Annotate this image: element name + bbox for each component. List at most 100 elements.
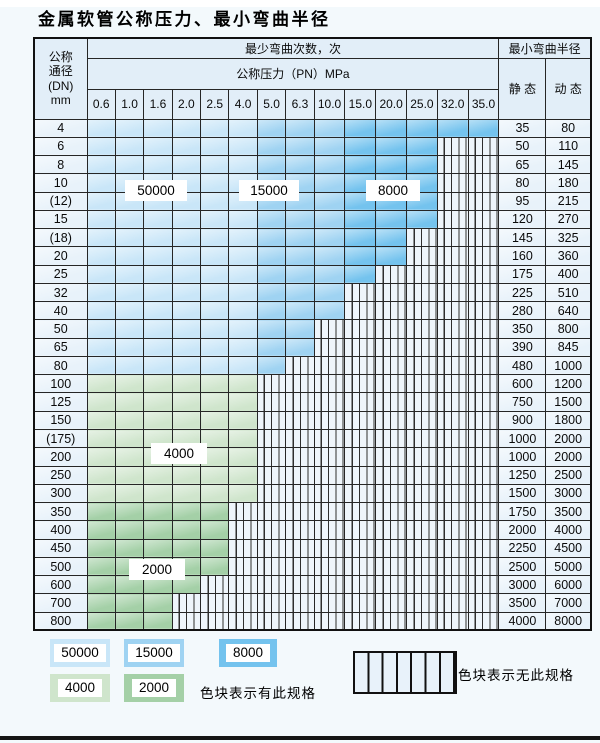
spec-cell	[86, 410, 116, 431]
no-spec-cell	[256, 410, 287, 431]
spec-cell	[143, 410, 173, 431]
spec-cell	[228, 118, 258, 138]
spec-cell	[114, 337, 145, 357]
legend-chip-50000: 50000	[50, 639, 110, 667]
table-row: (12) 95 215	[33, 191, 592, 211]
no-spec-cell	[256, 593, 287, 613]
spec-cell	[171, 502, 202, 522]
no-spec-cell	[436, 556, 469, 577]
spec-cell	[86, 337, 116, 357]
spec-cell	[86, 155, 116, 175]
dn-cell: 800	[33, 611, 88, 631]
spec-cell	[86, 246, 116, 266]
spec-cell	[171, 246, 202, 266]
dynamic-radius-cell: 110	[545, 136, 592, 157]
dynamic-radius-cell: 4500	[545, 538, 592, 558]
no-spec-cell	[200, 593, 230, 613]
no-spec-cell	[406, 319, 438, 339]
spec-cell	[143, 593, 173, 613]
spec-cell	[256, 155, 287, 175]
spec-cell	[406, 209, 438, 230]
spec-cell	[171, 228, 202, 248]
legend-has-spec-text: 色块表示有此规格	[200, 686, 316, 701]
static-radius-cell: 750	[498, 392, 547, 412]
spec-cell	[143, 264, 173, 284]
spec-cell	[171, 392, 202, 412]
no-spec-cell	[467, 465, 500, 485]
no-spec-cell	[313, 410, 346, 431]
legend-no-spec-swatch	[353, 651, 457, 694]
spec-cell	[114, 264, 145, 284]
spec-cell	[313, 282, 346, 303]
spec-cell	[406, 118, 438, 138]
pressure-value-header-10.0: 10.0	[313, 88, 346, 120]
top-margin-strip	[0, 0, 600, 7]
spec-cell	[228, 228, 258, 248]
no-spec-cell	[375, 520, 408, 540]
spec-cell	[313, 301, 346, 321]
dn-cell: (18)	[33, 228, 88, 248]
spec-cell	[200, 337, 230, 357]
spec-cell	[200, 173, 230, 193]
dn-cell: 40	[33, 301, 88, 321]
spec-cell	[171, 575, 202, 595]
no-spec-cell	[467, 556, 500, 577]
legend-no-spec-text: 色块表示无此规格	[458, 668, 574, 683]
spec-cell	[406, 155, 438, 175]
table-row: 350 1750 3500	[33, 502, 592, 522]
spec-cell	[228, 282, 258, 303]
dn-cell: 400	[33, 520, 88, 540]
spec-cell	[285, 301, 315, 321]
spec-cell	[171, 319, 202, 339]
spec-cell	[256, 282, 287, 303]
legend-chip-value: 4000	[57, 679, 103, 697]
no-spec-cell	[285, 611, 315, 631]
bend-times-label-4000: 4000	[151, 443, 207, 464]
no-spec-cell	[171, 611, 202, 631]
no-spec-cell	[467, 173, 500, 193]
spec-cell	[256, 301, 287, 321]
no-spec-cell	[313, 556, 346, 577]
no-spec-cell	[467, 301, 500, 321]
dynamic-radius-cell: 8000	[545, 611, 592, 631]
spec-cell	[285, 136, 315, 157]
spec-cell	[200, 246, 230, 266]
spec-cell	[228, 246, 258, 266]
spec-cell	[143, 155, 173, 175]
static-radius-cell: 65	[498, 155, 547, 175]
no-spec-cell	[467, 191, 500, 211]
no-spec-cell	[436, 502, 469, 522]
dynamic-radius-cell: 145	[545, 155, 592, 175]
no-spec-cell	[256, 556, 287, 577]
spec-cell	[86, 264, 116, 284]
spec-cell	[200, 136, 230, 157]
spec-cell	[375, 209, 408, 230]
no-spec-cell	[436, 337, 469, 357]
spec-cell	[313, 264, 346, 284]
dn-cell: 10	[33, 173, 88, 193]
spec-cell	[171, 337, 202, 357]
pressure-value-header-2.0: 2.0	[171, 88, 202, 120]
no-spec-cell	[436, 228, 469, 248]
no-spec-cell	[256, 538, 287, 558]
spec-cell	[344, 264, 377, 284]
spec-cell	[228, 337, 258, 357]
dn-cell: 150	[33, 410, 88, 431]
spec-cell	[200, 191, 230, 211]
no-spec-cell	[256, 465, 287, 485]
table-row: (175) 1000 2000	[33, 429, 592, 449]
static-radius-cell: 225	[498, 282, 547, 303]
table-row: 40 280 640	[33, 301, 592, 321]
no-spec-cell	[375, 556, 408, 577]
bend-times-label-2000: 2000	[129, 559, 185, 580]
spec-cell	[285, 319, 315, 339]
spec-cell	[200, 410, 230, 431]
spec-cell	[228, 209, 258, 230]
spec-cell	[285, 264, 315, 284]
legend-chip-value: 8000	[225, 644, 271, 662]
no-spec-cell	[313, 575, 346, 595]
no-spec-cell	[313, 337, 346, 357]
spec-cell	[143, 374, 173, 394]
pressure-value-header-35.0: 35.0	[467, 88, 500, 120]
spec-cell	[143, 611, 173, 631]
